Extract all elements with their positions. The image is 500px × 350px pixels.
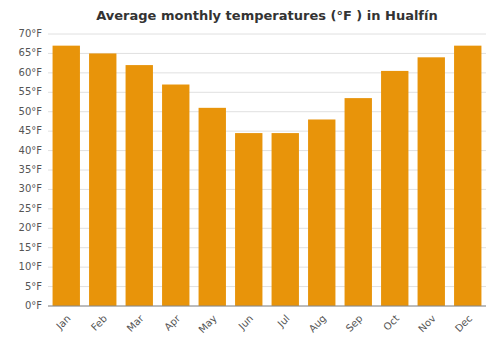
x-tick-label: Oct xyxy=(381,313,401,333)
chart-container: Average monthly temperatures (°F ) in Hu… xyxy=(0,0,500,350)
grid xyxy=(48,34,486,306)
y-tick-label: 30°F xyxy=(19,183,43,194)
title: Average monthly temperatures (°F ) in Hu… xyxy=(96,8,438,23)
bar xyxy=(308,119,335,306)
y-tick-label: 50°F xyxy=(19,106,43,117)
x-tick-label: Dec xyxy=(453,313,474,334)
grid-line xyxy=(48,306,486,307)
bar xyxy=(272,133,299,306)
y-tick-label: 0°F xyxy=(25,300,42,311)
x-tick-label: Jun xyxy=(236,313,256,333)
bar xyxy=(199,108,226,306)
y-tick-label: 20°F xyxy=(19,222,43,233)
bar xyxy=(454,46,481,306)
bar xyxy=(53,46,80,306)
bars xyxy=(53,46,482,306)
x-tick-label: Aug xyxy=(307,313,329,335)
y-tick-label: 70°F xyxy=(19,28,43,39)
x-tick-label: Apr xyxy=(162,312,183,333)
bar xyxy=(381,71,408,306)
x-axis-line xyxy=(48,306,486,307)
x-tick-label: Jan xyxy=(53,313,72,332)
y-tick-label: 10°F xyxy=(19,261,43,272)
grid-line xyxy=(48,34,486,35)
bar xyxy=(126,65,153,306)
y-tick-label: 45°F xyxy=(19,125,43,136)
y-tick-label: 60°F xyxy=(19,67,43,78)
y-tick-label: 65°F xyxy=(19,47,43,58)
bar xyxy=(345,98,372,306)
x-tick-label: Sep xyxy=(344,313,365,334)
y-tick-label: 35°F xyxy=(19,164,43,175)
bar xyxy=(89,53,116,306)
y-tick-label: 40°F xyxy=(19,145,43,156)
y-tick-label: 55°F xyxy=(19,86,43,97)
bar xyxy=(418,57,445,306)
x-tick-label: Feb xyxy=(89,313,109,333)
x-tick-label: May xyxy=(196,313,218,335)
x-tick-label: Jul xyxy=(275,313,292,330)
bar xyxy=(162,85,189,306)
x-axis: Jan Feb Mar Apr May Jun Jul Aug Sep Oct Nov Dec xyxy=(48,306,486,335)
bar xyxy=(235,133,262,306)
chart: Average monthly temperatures (°F ) in Hu… xyxy=(0,0,500,350)
y-axis: 0°F 5°F 10°F 15°F 20°F 25°F 30°F 35°F 40°F 45°F 50… xyxy=(19,28,43,311)
y-tick-label: 25°F xyxy=(19,203,43,214)
y-tick-label: 5°F xyxy=(25,281,42,292)
x-tick-label: Nov xyxy=(416,313,438,335)
x-tick-label: Mar xyxy=(125,312,147,334)
y-tick-label: 15°F xyxy=(19,242,43,253)
